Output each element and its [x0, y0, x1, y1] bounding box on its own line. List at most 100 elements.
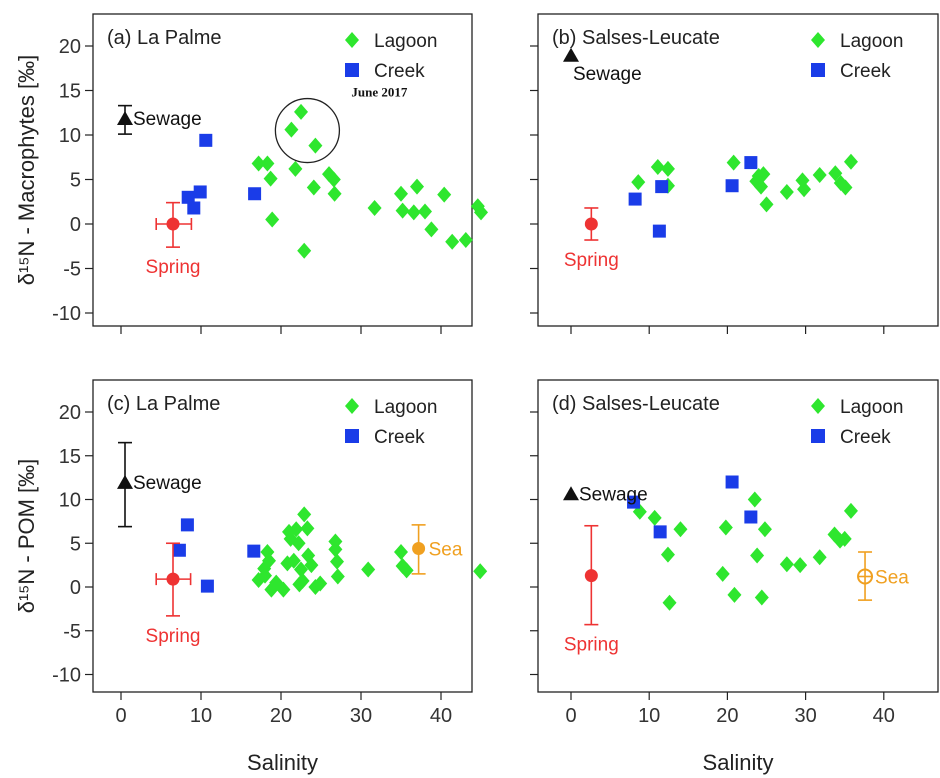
y-tick-label: 0 — [70, 577, 81, 599]
legend-label: Creek — [840, 61, 891, 82]
x-tick-label: 10 — [638, 705, 660, 727]
lagoon-point — [662, 594, 677, 611]
y-tick-label: 20 — [59, 36, 81, 58]
lagoon-point — [294, 561, 308, 578]
y-tick-label: -5 — [63, 259, 81, 281]
panel-title: (d) Salses-Leucate — [552, 393, 720, 415]
creek-point — [200, 579, 214, 593]
lagoon-point — [330, 553, 344, 570]
y-tick-label: 20 — [59, 402, 81, 424]
lagoon-point — [306, 179, 321, 196]
lagoon-point — [660, 160, 675, 177]
legend-lagoon-marker — [811, 398, 825, 414]
lagoon-point — [718, 519, 733, 536]
legend-label: Lagoon — [374, 397, 437, 418]
lagoon-point — [394, 185, 408, 202]
sea-label: Sea — [875, 568, 909, 589]
y-tick-label: 5 — [70, 170, 81, 192]
spring-marker — [166, 217, 180, 231]
x-tick-label: 30 — [794, 705, 816, 727]
creek-point — [199, 133, 213, 147]
lagoon-point — [326, 171, 341, 188]
y-tick-label: 5 — [70, 533, 81, 555]
spring-marker — [584, 217, 598, 231]
lagoon-point — [812, 167, 827, 184]
lagoon-point — [418, 203, 432, 220]
sea-label: Sea — [429, 540, 463, 561]
sewage-marker — [563, 486, 579, 501]
lagoon-point — [474, 204, 488, 221]
creek-point — [725, 179, 739, 193]
lagoon-point — [828, 165, 843, 182]
y-tick-label: 0 — [70, 214, 81, 236]
lagoon-point — [328, 541, 343, 558]
plot-frame — [92, 379, 473, 693]
creek-point — [655, 180, 669, 194]
sewage-marker — [563, 47, 579, 62]
panel-1: (b) Salses-Leucate Lagoon Creek Sewage Sprin… — [530, 13, 939, 334]
x-tick-label: 20 — [716, 705, 738, 727]
plot-frame — [92, 13, 473, 327]
lagoon-point — [437, 186, 452, 203]
legend-label: Lagoon — [840, 31, 903, 52]
lagoon-point — [726, 154, 741, 171]
lagoon-point — [295, 572, 310, 589]
lagoon-point — [327, 185, 342, 202]
lagoon-point — [406, 204, 421, 221]
x-tick-label: 40 — [430, 705, 452, 727]
x-tick-label: 10 — [190, 705, 212, 727]
legend-label: Creek — [374, 61, 425, 82]
highlight-circle — [274, 97, 341, 164]
legend-label: Lagoon — [840, 397, 903, 418]
creek-point — [744, 510, 758, 524]
sewage-label: Sewage — [133, 473, 202, 494]
panel-title: (b) Salses-Leucate — [552, 27, 720, 49]
lagoon-point — [754, 178, 769, 195]
lagoon-point — [473, 563, 488, 580]
legend-label: Lagoon — [374, 31, 437, 52]
lagoon-point — [262, 552, 276, 569]
y-tick-label: -10 — [52, 303, 81, 325]
legend-lagoon-marker — [345, 32, 359, 48]
y-tick-label: 10 — [59, 490, 81, 512]
lagoon-point — [793, 557, 808, 574]
x-axis-label: Salinity — [703, 750, 774, 775]
x-tick-label: 0 — [115, 705, 126, 727]
plot-frame — [537, 13, 939, 327]
sewage-marker — [117, 110, 133, 125]
lagoon-point — [297, 242, 312, 259]
lagoon-point — [747, 491, 762, 508]
creek-point — [247, 544, 261, 558]
lagoon-point — [727, 586, 742, 603]
panel-title: (a) La Palme — [107, 27, 222, 49]
lagoon-point — [294, 103, 308, 120]
spring-marker — [166, 572, 180, 586]
creek-point — [193, 185, 207, 199]
spring-label: Spring — [146, 257, 201, 278]
lagoon-point — [779, 556, 794, 573]
legend-creek-marker — [345, 63, 359, 77]
lagoon-point — [297, 506, 312, 523]
creek-point — [627, 495, 641, 509]
lagoon-point — [330, 568, 345, 585]
plot-frame — [537, 379, 939, 693]
legend-creek-marker — [811, 429, 825, 443]
legend-lagoon-marker — [345, 398, 359, 414]
creek-point — [172, 543, 186, 557]
lagoon-point — [410, 178, 424, 195]
lagoon-point — [837, 530, 852, 547]
lagoon-point — [650, 159, 665, 176]
y-tick-label: 15 — [59, 446, 81, 468]
highlight-note: June 2017 — [351, 85, 407, 100]
spring-marker — [584, 569, 598, 583]
lagoon-point — [458, 232, 473, 249]
sea-marker — [412, 542, 426, 555]
creek-point — [180, 518, 194, 532]
x-tick-label: 30 — [350, 705, 372, 727]
lagoon-point — [756, 166, 771, 183]
lagoon-point — [759, 196, 774, 213]
y-tick-label: -5 — [63, 621, 81, 643]
lagoon-point — [395, 202, 410, 219]
lagoon-point — [286, 552, 301, 569]
